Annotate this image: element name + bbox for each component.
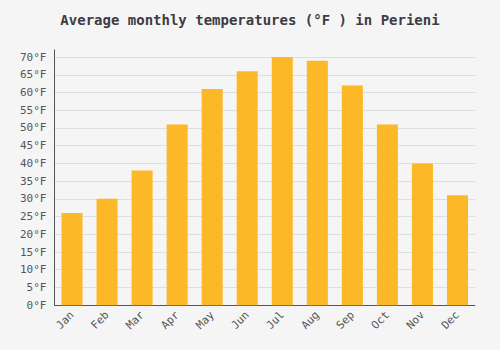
svg-text:Feb: Feb [88, 309, 111, 332]
svg-text:70°F: 70°F [20, 51, 47, 64]
svg-text:60°F: 60°F [20, 86, 47, 99]
svg-text:Sep: Sep [334, 309, 357, 332]
svg-text:Dec: Dec [439, 309, 462, 332]
svg-text:50°F: 50°F [20, 121, 47, 134]
svg-text:Apr: Apr [159, 308, 182, 331]
svg-text:15°F: 15°F [20, 246, 47, 259]
svg-text:30°F: 30°F [20, 192, 47, 205]
svg-text:55°F: 55°F [20, 104, 47, 117]
svg-text:Jul: Jul [264, 309, 287, 332]
svg-text:20°F: 20°F [20, 228, 47, 241]
svg-text:40°F: 40°F [20, 157, 47, 170]
svg-text:65°F: 65°F [20, 68, 47, 81]
svg-text:35°F: 35°F [20, 175, 47, 188]
svg-text:Average monthly temperatures (: Average monthly temperatures (°F ) in Pe… [60, 12, 439, 28]
svg-text:45°F: 45°F [20, 139, 47, 152]
svg-text:Aug: Aug [299, 309, 322, 332]
svg-text:Jan: Jan [53, 309, 76, 332]
svg-text:Nov: Nov [404, 308, 427, 331]
svg-text:May: May [194, 308, 217, 331]
svg-text:25°F: 25°F [20, 210, 47, 223]
svg-text:10°F: 10°F [20, 263, 47, 276]
svg-text:5°F: 5°F [27, 281, 47, 294]
svg-text:Mar: Mar [123, 308, 146, 331]
svg-text:Oct: Oct [369, 309, 392, 332]
svg-text:0°F: 0°F [27, 299, 47, 312]
svg-text:Jun: Jun [229, 309, 252, 332]
